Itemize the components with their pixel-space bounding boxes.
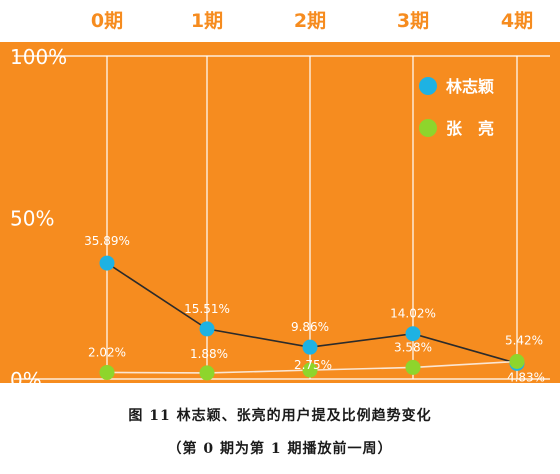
legend-marker bbox=[419, 119, 437, 137]
y-tick-label: 50% bbox=[10, 207, 54, 231]
y-tick-label: 100% bbox=[10, 45, 67, 69]
data-labels: 35.89% 15.51% 9.86% 14.02% 4.83% 2.02% 1.88% 2.… bbox=[84, 234, 545, 384]
category-label: 2期 bbox=[294, 10, 326, 32]
data-label: 14.02% bbox=[390, 307, 436, 321]
y-tick-labels: 0% 50% 100% bbox=[10, 45, 67, 392]
data-point bbox=[302, 339, 318, 355]
data-point bbox=[509, 353, 525, 369]
category-labels: 0期 1期 2期 3期 4期 bbox=[91, 10, 533, 32]
data-point bbox=[405, 326, 421, 342]
data-point bbox=[302, 362, 318, 378]
chart: 0期 1期 2期 3期 4期 0% 50% 100% 35.89% 15.51% 9.86% 14… bbox=[0, 10, 560, 392]
data-label: 9.86% bbox=[291, 320, 329, 334]
data-label: 1.88% bbox=[190, 347, 228, 361]
category-label: 4期 bbox=[501, 10, 533, 32]
legend-marker bbox=[419, 77, 437, 95]
data-label: 2.02% bbox=[88, 345, 126, 359]
data-point bbox=[99, 364, 115, 380]
data-label: 4.83% bbox=[507, 370, 545, 384]
data-label: 15.51% bbox=[184, 302, 230, 316]
data-point bbox=[199, 321, 215, 337]
data-point bbox=[405, 359, 421, 375]
data-label: 35.89% bbox=[84, 234, 130, 248]
data-label: 5.42% bbox=[505, 333, 543, 347]
data-label: 2.75% bbox=[294, 358, 332, 372]
category-label: 0期 bbox=[91, 10, 123, 32]
plot-background bbox=[0, 42, 560, 383]
data-point bbox=[99, 255, 115, 271]
category-label: 1期 bbox=[191, 10, 223, 32]
data-point bbox=[199, 365, 215, 381]
legend-label: 张 亮 bbox=[446, 119, 494, 138]
category-label: 3期 bbox=[397, 10, 429, 32]
legend-label: 林志颖 bbox=[446, 77, 494, 96]
figure-caption: 图 11 林志颖、张亮的用户提及比例趋势变化 bbox=[128, 408, 432, 424]
data-points bbox=[99, 255, 525, 381]
y-tick-label: 0% bbox=[10, 368, 42, 392]
data-label: 3.58% bbox=[394, 340, 432, 354]
figure-subcaption: （第 0 期为第 1 期播放前一周） bbox=[167, 441, 393, 457]
